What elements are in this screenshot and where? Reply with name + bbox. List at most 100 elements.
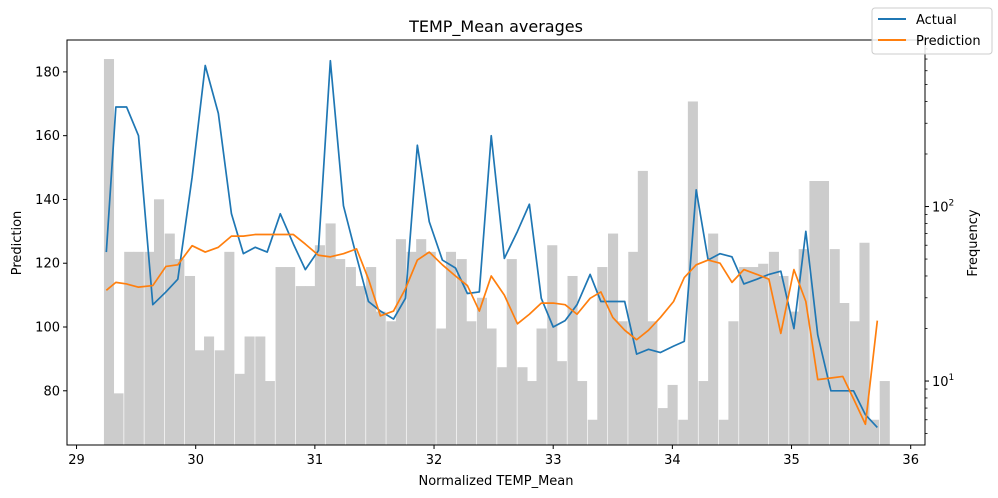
histogram-bar: [647, 321, 658, 445]
y-tick-label: 100: [35, 321, 60, 336]
x-tick-label: 29: [68, 453, 85, 468]
histogram-bar: [295, 286, 306, 445]
histogram-bar: [375, 311, 386, 445]
x-axis-label: Normalized TEMP_Mean: [419, 474, 574, 489]
histogram-bar: [325, 223, 336, 445]
histogram-bar: [517, 367, 528, 445]
x-tick-label: 30: [187, 453, 204, 468]
histogram-bar: [597, 267, 608, 445]
histogram-bar: [305, 286, 316, 445]
histogram-bar: [506, 259, 517, 445]
series-line-actual: [105, 59, 878, 429]
histogram-bar: [526, 381, 538, 445]
histogram-bar: [406, 251, 417, 445]
histogram-bar: [436, 328, 447, 445]
x-tick-label: 31: [307, 453, 324, 468]
histogram-bar: [667, 384, 678, 445]
histogram-bar: [355, 286, 366, 445]
y-tick-label: 160: [35, 129, 60, 144]
histogram-bar: [124, 251, 135, 445]
histogram-bar: [204, 336, 215, 445]
histogram-bar: [608, 233, 619, 445]
histogram-bar: [103, 59, 115, 446]
histogram-bar: [818, 181, 830, 445]
histogram-bar: [778, 275, 789, 445]
histogram-bar: [687, 101, 698, 446]
histogram-bar: [739, 267, 750, 445]
histogram-bar: [789, 311, 800, 445]
histogram-bar: [577, 381, 588, 445]
histogram-bar: [617, 321, 628, 445]
histogram-bar: [285, 267, 296, 445]
y-tick-label: 80: [43, 384, 60, 399]
histogram-bar: [144, 251, 155, 445]
legend-label-actual: Actual: [916, 13, 957, 28]
histogram-bar: [748, 267, 759, 445]
histogram-bar: [718, 419, 729, 445]
histogram-bar: [133, 251, 144, 445]
histogram-bar: [879, 381, 890, 445]
histogram-bar: [839, 303, 850, 445]
histogram-bar: [395, 239, 406, 445]
histogram-bar: [345, 267, 356, 445]
histogram-bar: [416, 239, 427, 445]
x-tick-label: 36: [902, 453, 919, 468]
histogram-bar: [798, 249, 809, 445]
y-tick-label: 140: [35, 193, 60, 208]
histogram-bar: [235, 373, 246, 445]
histogram-bar: [335, 259, 346, 445]
series-lines: [105, 59, 879, 429]
histogram-bar: [113, 393, 124, 445]
legend: Actual Prediction: [871, 7, 993, 55]
histogram-bar: [425, 251, 436, 445]
histogram-bar: [476, 297, 487, 445]
histogram-bar: [366, 267, 377, 445]
histogram-bar: [728, 321, 739, 445]
x-tick-label: 33: [545, 453, 562, 468]
histogram-bar: [445, 251, 457, 445]
chart-title: TEMP_Mean averages: [408, 17, 583, 37]
frequency-histogram: [103, 59, 890, 446]
y-axis-left: 80 100 120 140 160 180: [35, 65, 67, 399]
histogram-bar: [658, 408, 669, 445]
histogram-bar: [497, 367, 508, 445]
histogram-bar: [678, 419, 689, 445]
histogram-bar: [637, 170, 648, 445]
histogram-bar: [868, 419, 880, 445]
legend-label-prediction: Prediction: [916, 34, 981, 49]
histogram-bar: [587, 419, 598, 445]
histogram-bar: [859, 242, 870, 445]
x-tick-label: 34: [664, 453, 681, 468]
series-line-prediction: [105, 233, 879, 426]
histogram-bar: [255, 336, 266, 445]
histogram-bar: [153, 199, 165, 445]
histogram-bar: [829, 249, 840, 445]
x-tick-label: 35: [783, 453, 800, 468]
histogram-bar: [174, 259, 185, 445]
histogram-bar: [698, 381, 709, 445]
histogram-bar: [275, 267, 286, 445]
y-tick-label: 120: [35, 257, 60, 272]
x-axis: 29 30 31 32 33 34 35 36: [68, 445, 919, 468]
histogram-bar: [164, 233, 175, 445]
y-tick-label: 180: [35, 65, 60, 80]
histogram-bar: [184, 275, 196, 445]
histogram-bar: [486, 328, 497, 445]
histogram-bar: [214, 350, 225, 445]
histogram-bar: [556, 361, 567, 445]
histogram-bar: [849, 321, 860, 445]
y2-axis-label: Frequency: [966, 209, 981, 276]
histogram-bar: [264, 381, 275, 445]
x-tick-label: 32: [426, 453, 443, 468]
histogram-bar: [224, 251, 235, 445]
histogram-bar: [194, 350, 205, 445]
histogram-bar: [768, 251, 779, 445]
histogram-bar: [314, 245, 325, 445]
histogram-bar: [466, 321, 477, 445]
histogram-bar: [244, 336, 255, 445]
y-axis-label: Prediction: [10, 211, 25, 276]
histogram-bar: [536, 328, 547, 445]
histogram-bar: [628, 251, 639, 445]
histogram-bar: [758, 263, 769, 445]
